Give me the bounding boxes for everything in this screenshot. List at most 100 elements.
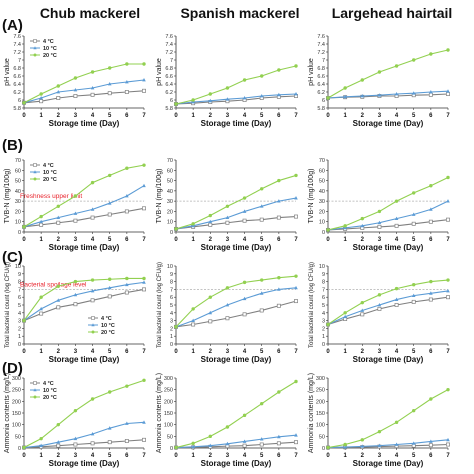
pc1-legend-marker xyxy=(91,323,95,327)
pc1-reference-label: Bacterial spoilage level xyxy=(20,281,87,288)
pc3-point-20c xyxy=(326,322,330,327)
pc2-point-4c xyxy=(294,299,298,304)
pa2-xtick-label: 6 xyxy=(277,113,281,119)
pc1-point-4c xyxy=(39,311,44,316)
pb3-point-20c xyxy=(326,228,330,232)
chart-panel-d-1: 0 50 100 150 200 250 300 0 1 2 3 4 5 6 7 Storage time (… xyxy=(4,373,146,468)
pd3-point-4c xyxy=(446,442,450,447)
pb3-ytick-label: 10 xyxy=(319,220,325,226)
pa1-legend-label-20c: 20 °C xyxy=(43,53,57,59)
pd3-xtick-label: 7 xyxy=(446,453,450,459)
pb1-point-10c xyxy=(90,207,95,211)
pa3-ytick-label: 6.8 xyxy=(317,66,325,72)
pa3-point-10c xyxy=(343,94,347,99)
pc1-legend-marker xyxy=(91,316,95,320)
pc1-ylabel: Total bacterial count (log CFU/g) xyxy=(5,262,11,348)
pc3-xtick-label: 4 xyxy=(395,349,399,355)
pc2-point-4c xyxy=(276,303,281,308)
pa3-ytick-label: 6.2 xyxy=(317,90,325,96)
pc3-xtick-label: 6 xyxy=(429,349,433,355)
pb2-series-4c-line xyxy=(175,216,297,230)
pd2-ytick-label: 250 xyxy=(164,388,173,394)
pc1-point-10c xyxy=(73,292,78,297)
pc1-ytick-label: 6 xyxy=(18,295,21,301)
pa1-point-4c xyxy=(56,96,61,100)
pb1-xtick-label: 2 xyxy=(57,237,61,243)
pa3-ytick-label: 7.4 xyxy=(317,42,325,48)
pa2-xtick-label: 1 xyxy=(191,113,195,119)
pd3-xtick-label: 3 xyxy=(378,453,382,459)
pc2-point-10c xyxy=(294,285,298,290)
pd1-point-20c xyxy=(56,422,60,427)
pb1-point-10c xyxy=(73,211,78,215)
pd2-point-20c xyxy=(294,379,298,384)
pc3-point-10c xyxy=(377,303,382,307)
pc2-point-20c xyxy=(242,280,247,285)
pb2-point-20c xyxy=(277,178,281,183)
pd2-ytick-label: 50 xyxy=(167,434,173,440)
pd3-point-20c xyxy=(429,397,433,401)
pb2-ytick-label: 40 xyxy=(167,189,173,195)
pa2-xtick-label: 3 xyxy=(226,113,230,119)
pd3-point-20c xyxy=(343,442,347,447)
pc2-series-10c-line xyxy=(175,287,297,328)
panel-letter-c: (C) xyxy=(2,249,23,266)
pb2-point-20c xyxy=(294,173,298,178)
pa2-point-10c xyxy=(225,97,230,101)
pa3-point-20c xyxy=(343,86,347,90)
pc2-point-10c xyxy=(259,291,264,295)
pb1-legend-label-20c: 20 °C xyxy=(43,177,57,183)
pb3-ytick-label: 20 xyxy=(319,209,325,215)
pa3-point-10c xyxy=(429,90,433,94)
pa3-point-10c xyxy=(377,93,382,97)
pb2-ytick-label: 60 xyxy=(167,168,173,174)
pd3-point-20c xyxy=(446,387,450,392)
pb1-ytick-label: 30 xyxy=(15,199,21,205)
pd2-point-10c xyxy=(294,433,298,437)
pc1-series-10c-line xyxy=(23,281,145,322)
pb2-point-10c xyxy=(294,196,298,200)
pa1-point-10c xyxy=(39,96,43,100)
pa1-ytick-label: 6.2 xyxy=(13,90,21,96)
pa3-xlabel: Storage time (Day) xyxy=(353,119,424,128)
pd1-legend-marker xyxy=(33,395,37,399)
pd1-point-10c xyxy=(90,432,95,436)
pb3-series-4c-line xyxy=(327,219,449,231)
pb2-point-10c xyxy=(259,204,264,208)
pb1-point-4c xyxy=(56,220,61,225)
pc2-ytick-label: 6 xyxy=(170,295,173,301)
pa2-point-20c xyxy=(260,74,264,78)
pd3-xtick-label: 0 xyxy=(326,453,330,459)
pc1-point-10c xyxy=(39,306,43,311)
pc2-xtick-label: 3 xyxy=(226,349,230,355)
pd2-point-20c xyxy=(242,413,247,418)
pa3-point-20c xyxy=(446,48,450,52)
pd1-legend-label-10c: 10 °C xyxy=(43,388,57,394)
pa3-xtick-label: 3 xyxy=(378,113,382,119)
chart-panel-b-2: 0 10 20 30 40 50 60 70 0 1 2 3 4 5 6 7 Storage time (Day… xyxy=(156,158,298,252)
pa1-ytick-label: 6.8 xyxy=(13,66,21,72)
pa1-ylabel: pH value xyxy=(4,58,11,86)
pb1-point-20c xyxy=(142,163,146,167)
pd1-xtick-label: 0 xyxy=(22,453,26,459)
pd1-ytick-label: 50 xyxy=(15,434,21,440)
pa3-xtick-label: 1 xyxy=(343,113,347,119)
chart-panel-a-3: 5.8 6 6.2 6.4 6.6 6.8 7 7.2 7.4 7.6 0 1 2 3 4 5 6 7 Storag… xyxy=(308,34,450,128)
pa3-xtick-label: 7 xyxy=(446,113,450,119)
pb2-ytick-label: 0 xyxy=(170,230,173,236)
pd1-xtick-label: 4 xyxy=(91,453,95,459)
pa3-point-4c xyxy=(446,92,450,96)
pb2-point-20c xyxy=(242,196,247,200)
pc3-ytick-label: 8 xyxy=(322,280,325,286)
pc3-ytick-label: 2 xyxy=(322,326,325,332)
pb2-point-4c xyxy=(225,220,230,225)
pb2-point-10c xyxy=(242,209,247,213)
pc1-ytick-label: 3 xyxy=(18,319,21,325)
column-title-chub-mackerel: Chub mackerel xyxy=(40,5,140,21)
pa1-xtick-label: 1 xyxy=(39,113,43,119)
pc1-point-20c xyxy=(56,284,60,288)
pa3-ytick-label: 7 xyxy=(322,58,325,64)
pa2-xtick-label: 0 xyxy=(174,113,178,119)
pd2-ytick-label: 100 xyxy=(164,423,173,429)
